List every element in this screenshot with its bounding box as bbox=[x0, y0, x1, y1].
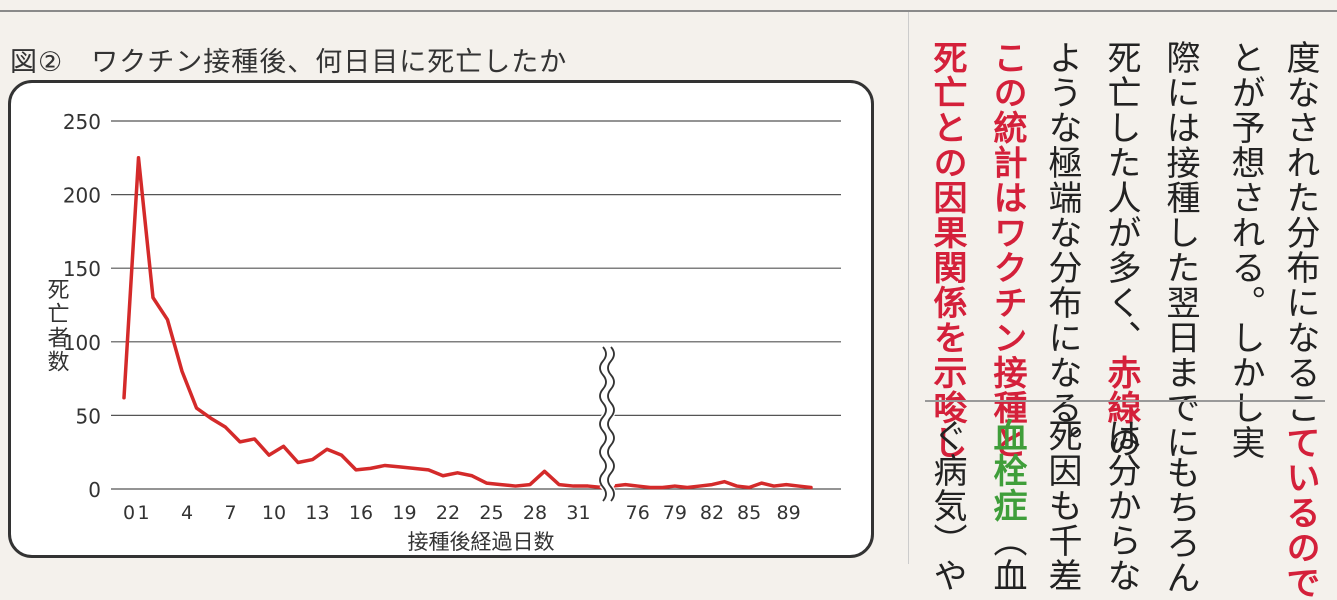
y-tick-label: 150 bbox=[63, 257, 101, 281]
y-tick-label: 100 bbox=[63, 331, 101, 355]
x-tick-label: 4 bbox=[181, 502, 193, 524]
x-tick-label: 1 bbox=[137, 502, 149, 524]
axis-break-mask bbox=[599, 343, 616, 519]
axis-break-line-left bbox=[599, 346, 607, 502]
column-rule bbox=[908, 12, 909, 564]
x-tick-label: 82 bbox=[700, 502, 724, 524]
x-axis-label: 接種後経過日数 bbox=[408, 530, 555, 554]
figure-title: 図② ワクチン接種後、何日目に死亡したか bbox=[10, 47, 568, 78]
x-tick-label: 31 bbox=[566, 502, 590, 524]
x-tick-label: 76 bbox=[626, 502, 650, 524]
article-column-2: とが予想される。しかし実 bbox=[1225, 40, 1265, 460]
article-column-4-tail: の bbox=[1101, 425, 1141, 460]
x-tick-label: 0 bbox=[123, 502, 135, 524]
x-tick-label: 25 bbox=[479, 502, 503, 524]
article-column-4-text: 死亡した人が多く、 bbox=[1101, 40, 1141, 355]
x-tick-label: 19 bbox=[392, 502, 416, 524]
article-b-column-2: もちろん bbox=[1160, 455, 1200, 595]
y-tick-label: 250 bbox=[63, 110, 101, 134]
y-tick-label: 200 bbox=[63, 184, 101, 208]
series-line-days-0-33 bbox=[122, 156, 605, 490]
article-divider bbox=[925, 400, 1325, 402]
x-tick-label: 16 bbox=[349, 502, 373, 524]
article-b-column-1: ているので bbox=[1280, 425, 1320, 600]
x-tick-label: 10 bbox=[262, 502, 286, 524]
series-line-days-74-90 bbox=[611, 479, 813, 490]
x-tick-label: 13 bbox=[305, 502, 329, 524]
article-column-6-emphasis: この統計はワクチン接種と bbox=[987, 40, 1027, 460]
chart-panel: 0 50 100 150 200 250 死亡者数 0 1 4 7 10 13 16 19 22 25 28 31 7… bbox=[8, 80, 874, 558]
article-b-column-3: は分からな bbox=[1101, 418, 1141, 593]
article-b-column-5-tail: （血 bbox=[987, 523, 1027, 593]
top-rule bbox=[0, 10, 1337, 12]
x-tick-label: 89 bbox=[777, 502, 801, 524]
article-b-column-5: 血栓症（血 bbox=[987, 418, 1027, 593]
x-tick-label: 7 bbox=[224, 502, 236, 524]
y-tick-label: 50 bbox=[76, 404, 101, 428]
y-tick-label: 0 bbox=[88, 478, 101, 502]
x-tick-label: 28 bbox=[523, 502, 547, 524]
article-column-7-emphasis: 死亡との因果関係を示唆し bbox=[927, 40, 967, 460]
y-axis-label: 死亡者数 bbox=[44, 278, 70, 374]
x-tick-label: 22 bbox=[436, 502, 460, 524]
article-column-4: 死亡した人が多く、赤線の bbox=[1101, 40, 1141, 460]
article-b-column-6: ぐ病気）や bbox=[927, 418, 967, 593]
article-column-1: 度なされた分布になるこ bbox=[1280, 40, 1320, 425]
red-line-highlight: 赤線 bbox=[1101, 355, 1141, 425]
article-column-5: ような極端な分布になる。 bbox=[1042, 40, 1082, 460]
article-column-3: 際には接種した翌日までに bbox=[1160, 40, 1200, 460]
axis-break-line-right bbox=[607, 346, 615, 502]
article-b-column-4: 死因も千差 bbox=[1042, 418, 1082, 593]
x-tick-label: 85 bbox=[737, 502, 761, 524]
x-tick-label: 79 bbox=[663, 502, 687, 524]
thrombosis-highlight: 血栓症 bbox=[987, 418, 1027, 523]
